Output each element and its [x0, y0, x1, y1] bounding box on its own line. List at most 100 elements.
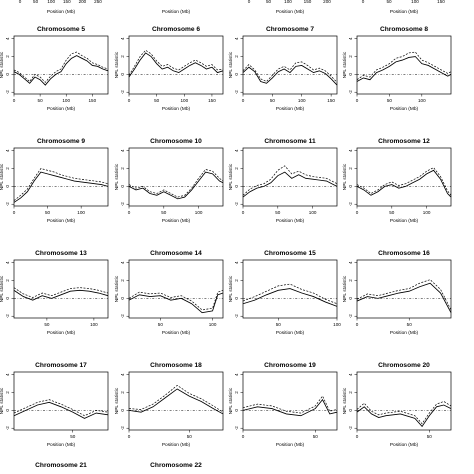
y-axis-label: NPL statistic: [342, 275, 348, 302]
y-tick-label: -2: [120, 202, 125, 207]
top-tick-fragment: 50: [33, 0, 39, 4]
x-tick-label: 0: [242, 434, 245, 439]
series-line-solid: [13, 289, 109, 301]
y-tick-label: 4: [348, 373, 353, 376]
y-tick-label: -2: [348, 314, 353, 319]
x-tick-label: 0: [128, 210, 131, 215]
x-tick-label: 50: [313, 434, 319, 439]
x-tick-label: 100: [423, 210, 431, 215]
y-tick-label: -2: [120, 426, 125, 431]
y-tick-label: 0: [234, 185, 239, 188]
x-tick-label: 100: [62, 98, 70, 103]
series-line-dashed: [242, 165, 338, 196]
y-tick-label: 4: [348, 149, 353, 152]
y-tick-label: 0: [234, 409, 239, 412]
panel-title: Chromosome 8: [380, 26, 428, 33]
x-tick-label: 100: [209, 322, 217, 327]
y-tick-label: 4: [5, 261, 10, 264]
x-axis-label: Position (Mb): [47, 106, 76, 112]
y-tick-label: 2: [120, 55, 125, 58]
x-tick-label: 0: [356, 210, 359, 215]
x-tick-label: 100: [298, 98, 306, 103]
x-tick-label: 0: [242, 98, 245, 103]
y-tick-label: -2: [348, 202, 353, 207]
x-tick-label: 50: [161, 210, 167, 215]
plot-frame: [242, 371, 338, 431]
x-tick-label: 150: [327, 98, 335, 103]
y-tick-label: 4: [5, 37, 10, 40]
x-tick-label: 0: [356, 98, 359, 103]
y-tick-label: -2: [234, 314, 239, 319]
y-tick-label: 4: [5, 149, 10, 152]
series-line-solid: [356, 404, 452, 428]
series-line-dashed: [128, 384, 224, 413]
x-tick-label: 50: [407, 322, 413, 327]
series-line-dashed: [356, 401, 452, 425]
top-tick-fragment: 0: [19, 0, 22, 4]
x-axis-label: Position (Mb): [47, 218, 76, 224]
y-tick-label: 4: [234, 373, 239, 376]
top-tick-fragment: 0: [248, 0, 251, 4]
x-axis-label: Position (Mb): [162, 106, 191, 112]
x-tick-label: 50: [275, 210, 281, 215]
y-tick-label: 2: [5, 279, 10, 282]
panel-title: Chromosome 7: [266, 26, 314, 33]
x-axis-label: Position (Mb): [390, 106, 419, 112]
top-tick-fragment: 100: [411, 0, 419, 4]
y-tick-label: 2: [120, 391, 125, 394]
x-tick-label: 0: [128, 434, 131, 439]
y-tick-label: 4: [234, 261, 239, 264]
panel-title: Chromosome 11: [264, 138, 316, 145]
x-tick-label: 100: [180, 98, 188, 103]
x-axis-label: Position (Mb): [162, 442, 191, 448]
x-tick-label: 50: [45, 210, 51, 215]
panel-title: Chromosome 18: [150, 362, 202, 369]
y-tick-label: 2: [234, 391, 239, 394]
series-line-dashed: [356, 279, 452, 311]
y-tick-label: -2: [234, 426, 239, 431]
y-tick-label: 4: [120, 149, 125, 152]
panel-chromosome-17: Chromosome 17 -2 0 2 4 NPL statistic 50 Positio…: [0, 362, 109, 448]
series-line-solid: [356, 169, 452, 198]
y-tick-label: 0: [348, 185, 353, 188]
y-axis-label: NPL statistic: [0, 275, 5, 302]
top-tick-fragment: 50: [266, 0, 272, 4]
y-tick-label: 0: [120, 185, 125, 188]
plot-frame: [242, 35, 338, 95]
y-tick-label: 2: [120, 167, 125, 170]
series-line-dashed: [242, 395, 338, 414]
y-tick-label: 2: [234, 279, 239, 282]
panel-title: Chromosome 17: [35, 362, 87, 369]
panel-title: Chromosome 6: [152, 26, 200, 33]
panel-title: Chromosome 15: [264, 250, 316, 257]
x-tick-label: 50: [70, 434, 76, 439]
y-axis-label: NPL statistic: [114, 275, 120, 302]
series-line-dashed: [13, 287, 109, 298]
series-line-solid: [13, 55, 109, 86]
x-axis-label: Position (Mb): [162, 218, 191, 224]
series-line-solid: [128, 52, 224, 78]
y-tick-label: 0: [234, 297, 239, 300]
series-line-solid: [128, 388, 224, 415]
x-tick-label: 0: [356, 434, 359, 439]
y-tick-label: 2: [5, 391, 10, 394]
panel-title: Chromosome 9: [37, 138, 85, 145]
y-axis-label: NPL statistic: [0, 51, 5, 78]
plot-frame: [128, 371, 224, 431]
panel-title: Chromosome 13: [35, 250, 87, 257]
panel-chromosome-13: Chromosome 13 -2 0 2 4 NPL statistic 50 100 Posi…: [0, 250, 109, 336]
series-line-solid: [13, 401, 109, 419]
series-line-dashed: [356, 167, 452, 196]
y-axis-label: NPL statistic: [114, 387, 120, 414]
series-line-solid: [128, 292, 224, 314]
x-tick-label: 100: [418, 98, 426, 103]
y-tick-label: 0: [120, 73, 125, 76]
plot-frame: [356, 147, 452, 207]
